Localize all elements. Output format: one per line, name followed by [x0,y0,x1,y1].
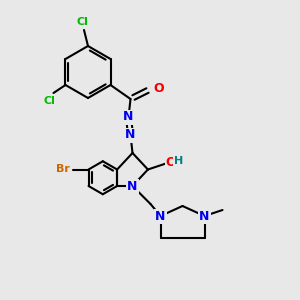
Text: O: O [153,82,164,95]
Text: N: N [125,128,136,142]
Text: H: H [174,155,184,166]
Text: Cl: Cl [76,17,88,27]
Text: N: N [123,110,134,124]
Text: N: N [155,209,166,223]
Text: Cl: Cl [44,96,56,106]
Text: O: O [166,156,176,169]
Text: N: N [127,179,138,193]
Text: Br: Br [56,164,70,175]
Text: N: N [199,209,210,223]
